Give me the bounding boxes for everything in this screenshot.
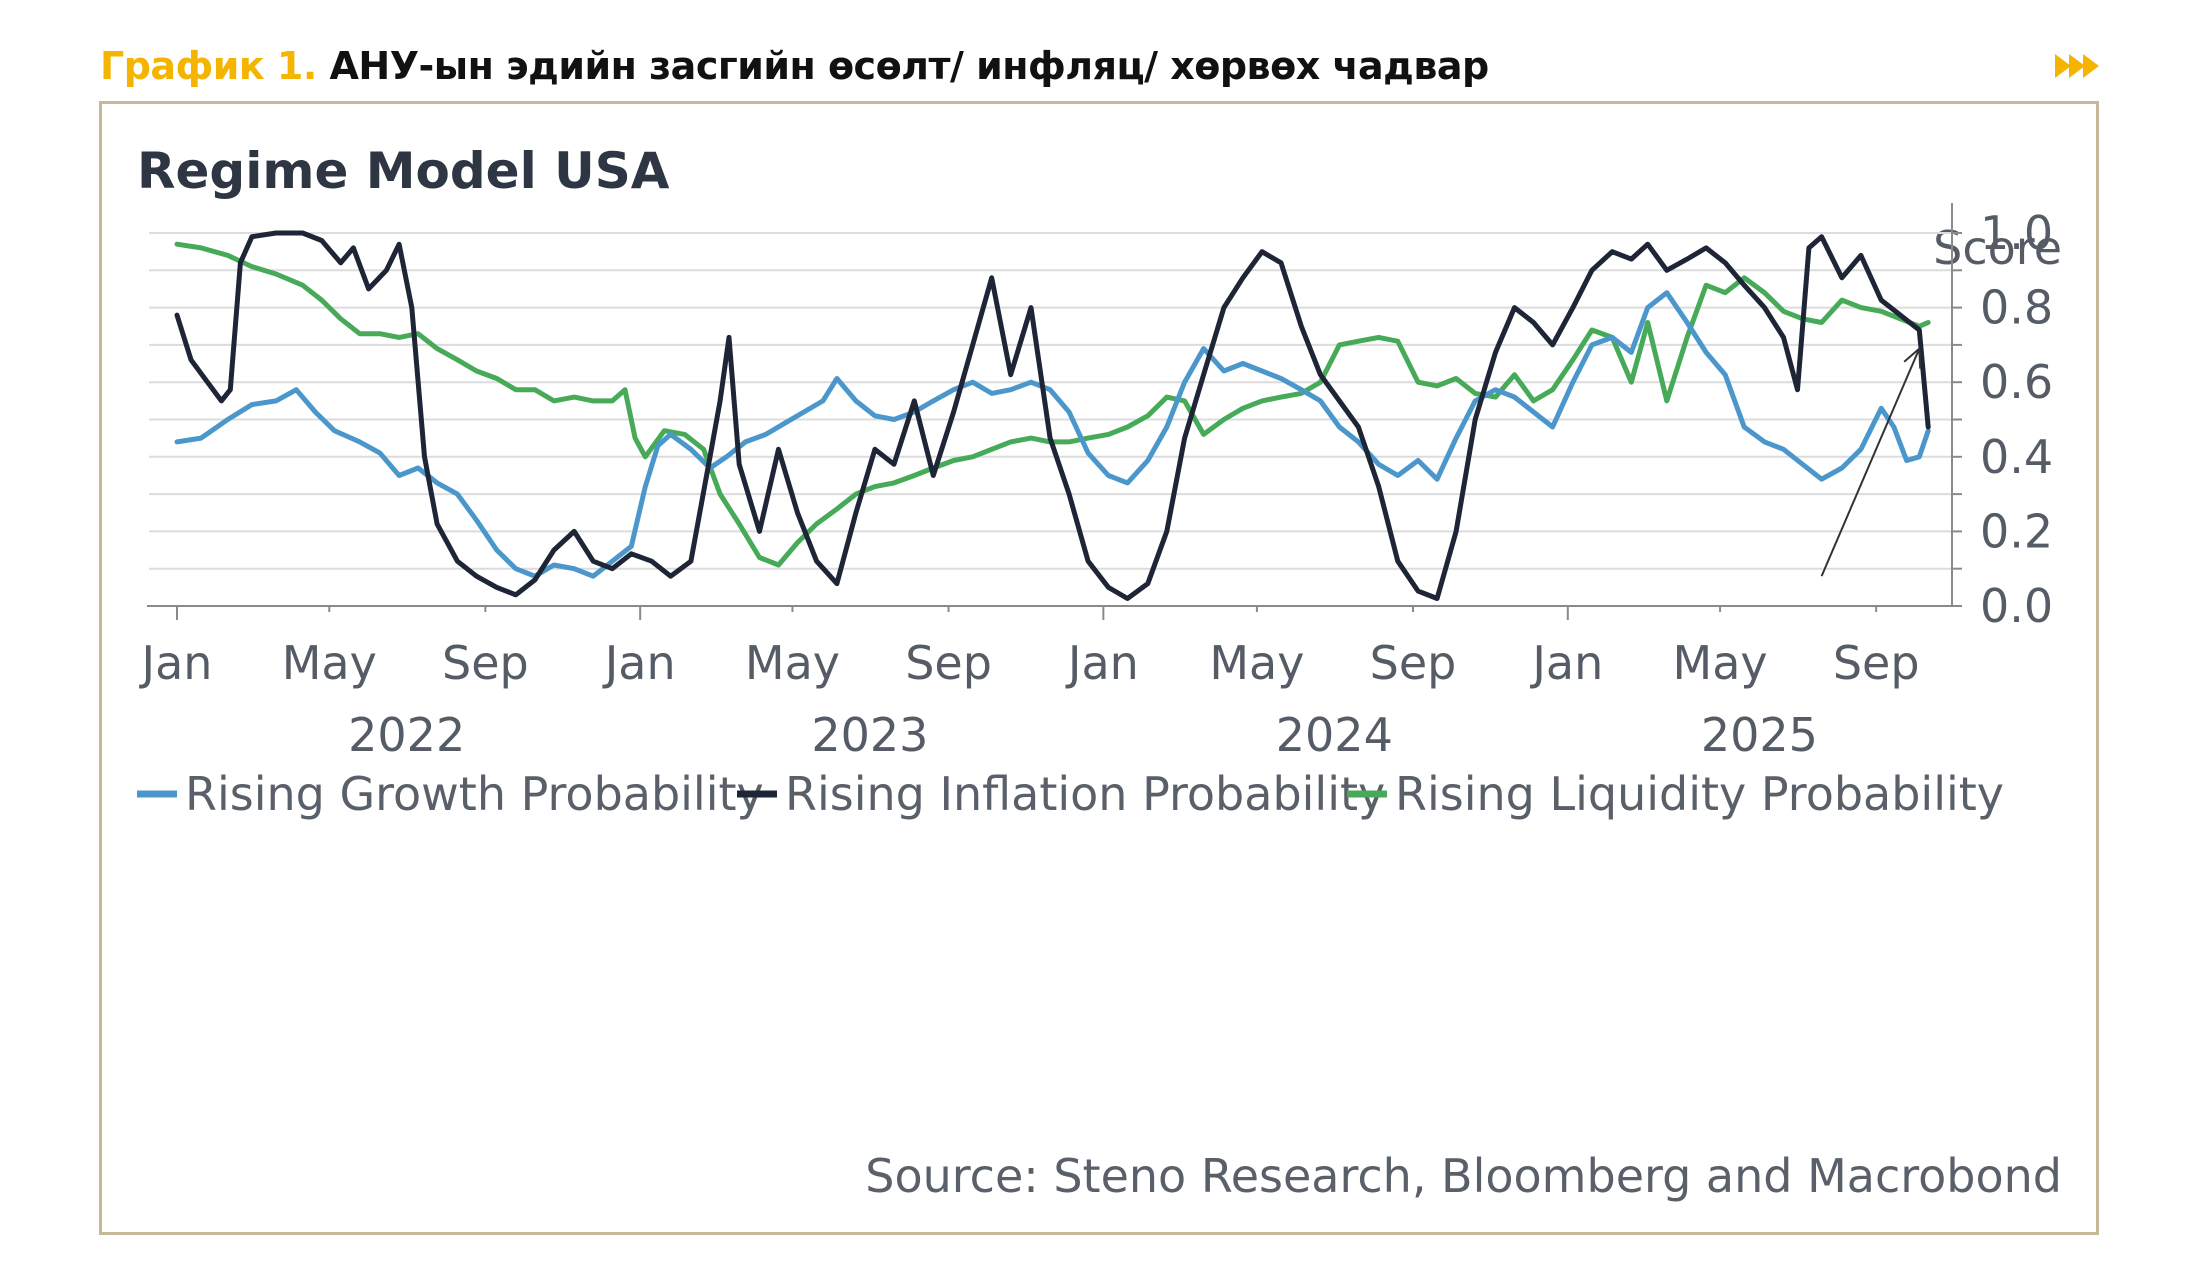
x-year-label: 2022	[348, 708, 465, 762]
regime-model-chart: Regime Model USA Score 0.0 0.2 0.4 0.6 0.8 1.…	[137, 142, 2062, 1203]
x-tick-label: Jan	[139, 636, 213, 690]
x-tick-label: May	[745, 636, 840, 690]
double-chevron-right-icon	[2055, 54, 2099, 78]
annotation-arrow	[1820, 346, 1922, 577]
source-note: Source: Steno Research, Bloomberg and Ma…	[865, 1149, 2062, 1203]
figure-caption-text: АНУ-ын эдийн засгийн өсөлт/ инфляц/ хөрв…	[316, 44, 1490, 88]
series-line-rising-liquidity-probability	[174, 241, 1931, 568]
legend-label: Rising Liquidity Probability	[1395, 767, 2004, 821]
y-tick-label: 0.2	[1980, 504, 2053, 558]
x-tick-label: Jan	[602, 636, 676, 690]
x-axis: Jan May Sep Jan May Sep Jan May Sep Jan May Sep 2022…	[139, 605, 1952, 762]
x-tick-label: Jan	[1065, 636, 1139, 690]
x-tick-label: Sep	[1370, 636, 1457, 690]
y-tick-label: 0.8	[1980, 281, 2053, 335]
x-tick-label: Sep	[442, 636, 529, 690]
y-tick-label: 0.0	[1980, 579, 2053, 633]
chart-frame: Regime Model USA Score 0.0 0.2 0.4 0.6 0.8 1.…	[99, 101, 2099, 1235]
annotation-arrow-head	[1903, 346, 1922, 369]
figure-caption: График 1. АНУ-ын эдийн засгийн өсөлт/ ин…	[100, 38, 1489, 94]
legend: Rising Growth Probability Rising Inflatio…	[137, 767, 2004, 821]
x-tick-label: May	[1673, 636, 1768, 690]
figure-caption-number: График 1.	[100, 44, 317, 88]
y-tick-label: 1.0	[1980, 206, 2053, 260]
chart-title: Regime Model USA	[137, 142, 670, 200]
legend-label: Rising Inflation Probability	[785, 767, 1385, 821]
y-tick-label: 0.4	[1980, 430, 2053, 484]
legend-label: Rising Growth Probability	[185, 767, 764, 821]
annotation-arrow-line	[1820, 348, 1921, 577]
y-tick-label: 0.6	[1980, 355, 2053, 409]
x-year-label: 2024	[1276, 708, 1393, 762]
x-year-label: 2023	[811, 708, 928, 762]
x-tick-label: Sep	[905, 636, 992, 690]
x-tick-label: Sep	[1833, 636, 1920, 690]
x-tick-label: Jan	[1529, 636, 1603, 690]
series-lines	[174, 230, 1931, 601]
series-line-rising-growth-probability	[174, 290, 1931, 579]
x-tick-label: May	[282, 636, 377, 690]
y-axis: 0.0 0.2 0.4 0.6 0.8 1.0	[1951, 203, 2053, 633]
y-axis-label: Score	[1933, 221, 2062, 275]
series-line-rising-inflation-probability	[174, 230, 1931, 601]
x-year-label: 2025	[1701, 708, 1818, 762]
x-tick-label: May	[1209, 636, 1304, 690]
